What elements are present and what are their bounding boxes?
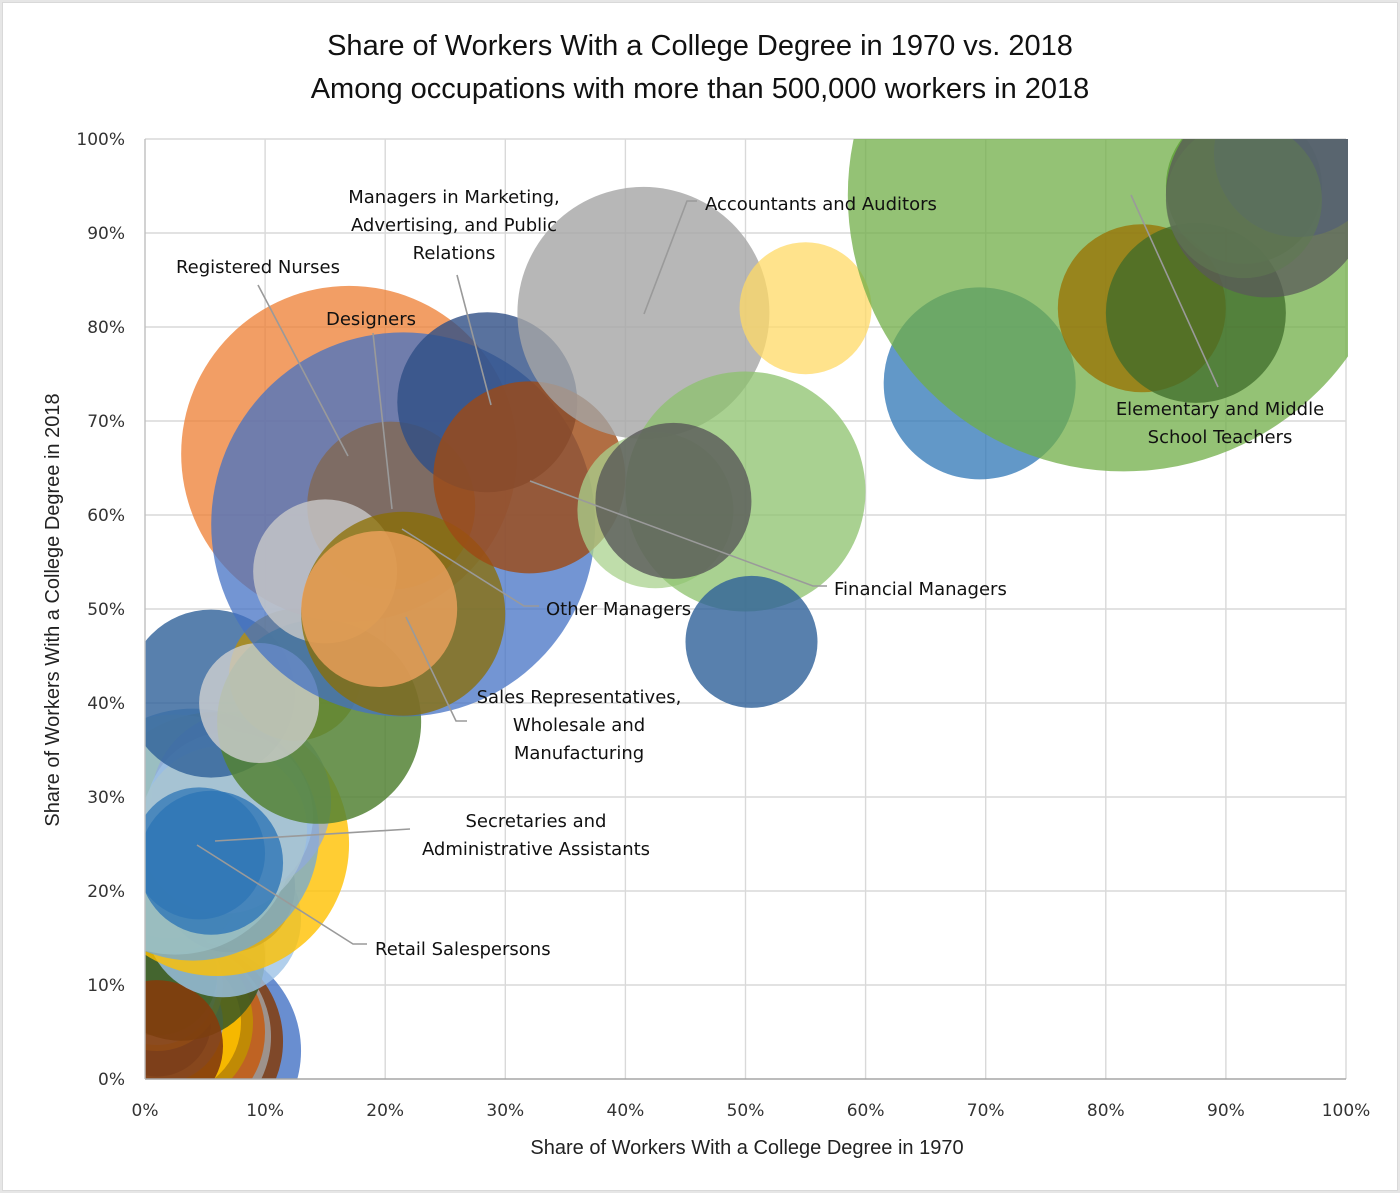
annotation-leader-line	[1130, 194, 1219, 388]
axes: 0% 10% 20% 30% 40% 50% 60% 70% 80% 90% 100% 0% 10% 20…	[76, 130, 1370, 1121]
x-tick-label: 30%	[486, 1101, 524, 1121]
y-tick-label: 20%	[87, 882, 125, 902]
bubbles	[145, 139, 1348, 1079]
bubble-financial-managers	[433, 381, 626, 574]
y-tick-label: 80%	[87, 318, 125, 338]
annotation-label: Accountants and Auditors	[705, 194, 937, 215]
annotation-leader-line	[456, 274, 492, 406]
annotation-leader-line	[214, 828, 411, 842]
annotation-label: School Teachers	[1148, 427, 1293, 448]
annotation-label: Elementary and Middle	[1116, 399, 1324, 420]
chart-title: Share of Workers With a College Degree i…	[327, 30, 1073, 62]
y-tick-label: 70%	[87, 412, 125, 432]
bubble-accountants-and-auditors	[517, 186, 770, 439]
x-tick-label: 0%	[132, 1101, 159, 1121]
x-tick-label: 20%	[366, 1101, 404, 1121]
bubble	[595, 422, 752, 579]
x-tick-label: 100%	[1322, 1101, 1371, 1121]
y-axis-title: Share of Workers With a College Degree i…	[42, 393, 64, 826]
annotation-label: Administrative Assistants	[422, 839, 650, 860]
x-tick-label: 50%	[727, 1101, 765, 1121]
annotation-leader-line	[643, 200, 697, 315]
bubble-chart: Share of Workers With a College Degree i…	[42, 30, 1370, 1159]
annotation-label: Managers in Marketing,	[348, 187, 560, 208]
annotation-label: Relations	[413, 243, 496, 264]
annotation-leader-line	[401, 528, 539, 607]
annotation-label: Retail Salespersons	[375, 939, 551, 960]
chart-subtitle: Among occupations with more than 500,000…	[311, 73, 1090, 105]
annotation-leader-line	[196, 844, 367, 945]
annotation-label: Advertising, and Public	[351, 215, 557, 236]
y-tick-label: 10%	[87, 976, 125, 996]
x-tick-label: 70%	[967, 1101, 1005, 1121]
annotation-leader-line	[372, 332, 393, 510]
bubble	[1165, 139, 1322, 279]
x-tick-label: 60%	[847, 1101, 885, 1121]
bubble-retail-salespersons	[145, 787, 266, 920]
annotation-label: Secretaries and	[465, 811, 606, 832]
y-tick-label: 100%	[76, 130, 125, 150]
x-tick-label: 10%	[246, 1101, 284, 1121]
x-axis-title: Share of Workers With a College Degree i…	[530, 1137, 963, 1159]
x-tick-label: 90%	[1207, 1101, 1245, 1121]
annotation-leader-line	[405, 616, 467, 722]
bubble	[685, 575, 818, 708]
annotation-label: Other Managers	[546, 599, 691, 620]
annotation-leader-line	[529, 480, 827, 587]
x-tick-label: 40%	[607, 1101, 645, 1121]
y-tick-label: 50%	[87, 600, 125, 620]
bubble	[739, 242, 872, 375]
y-tick-label: 30%	[87, 788, 125, 808]
bubble	[145, 980, 223, 1079]
annotation-label: Sales Representatives,	[477, 687, 682, 708]
annotation-label: Registered Nurses	[176, 257, 340, 278]
y-tick-label: 40%	[87, 694, 125, 714]
annotation-label: Designers	[326, 309, 416, 330]
bubble	[301, 531, 458, 687]
y-tick-label: 60%	[87, 506, 125, 526]
annotation-label: Financial Managers	[834, 579, 1007, 600]
y-tick-label: 0%	[98, 1070, 125, 1090]
annotation-label: Wholesale and	[513, 715, 645, 736]
y-tick-label: 90%	[87, 224, 125, 244]
annotation-leader-line	[257, 284, 349, 457]
annotation-label: Manufacturing	[514, 743, 644, 764]
x-tick-label: 80%	[1087, 1101, 1125, 1121]
annotations: Registered Nurses Managers in Marketing, A…	[176, 187, 1324, 960]
